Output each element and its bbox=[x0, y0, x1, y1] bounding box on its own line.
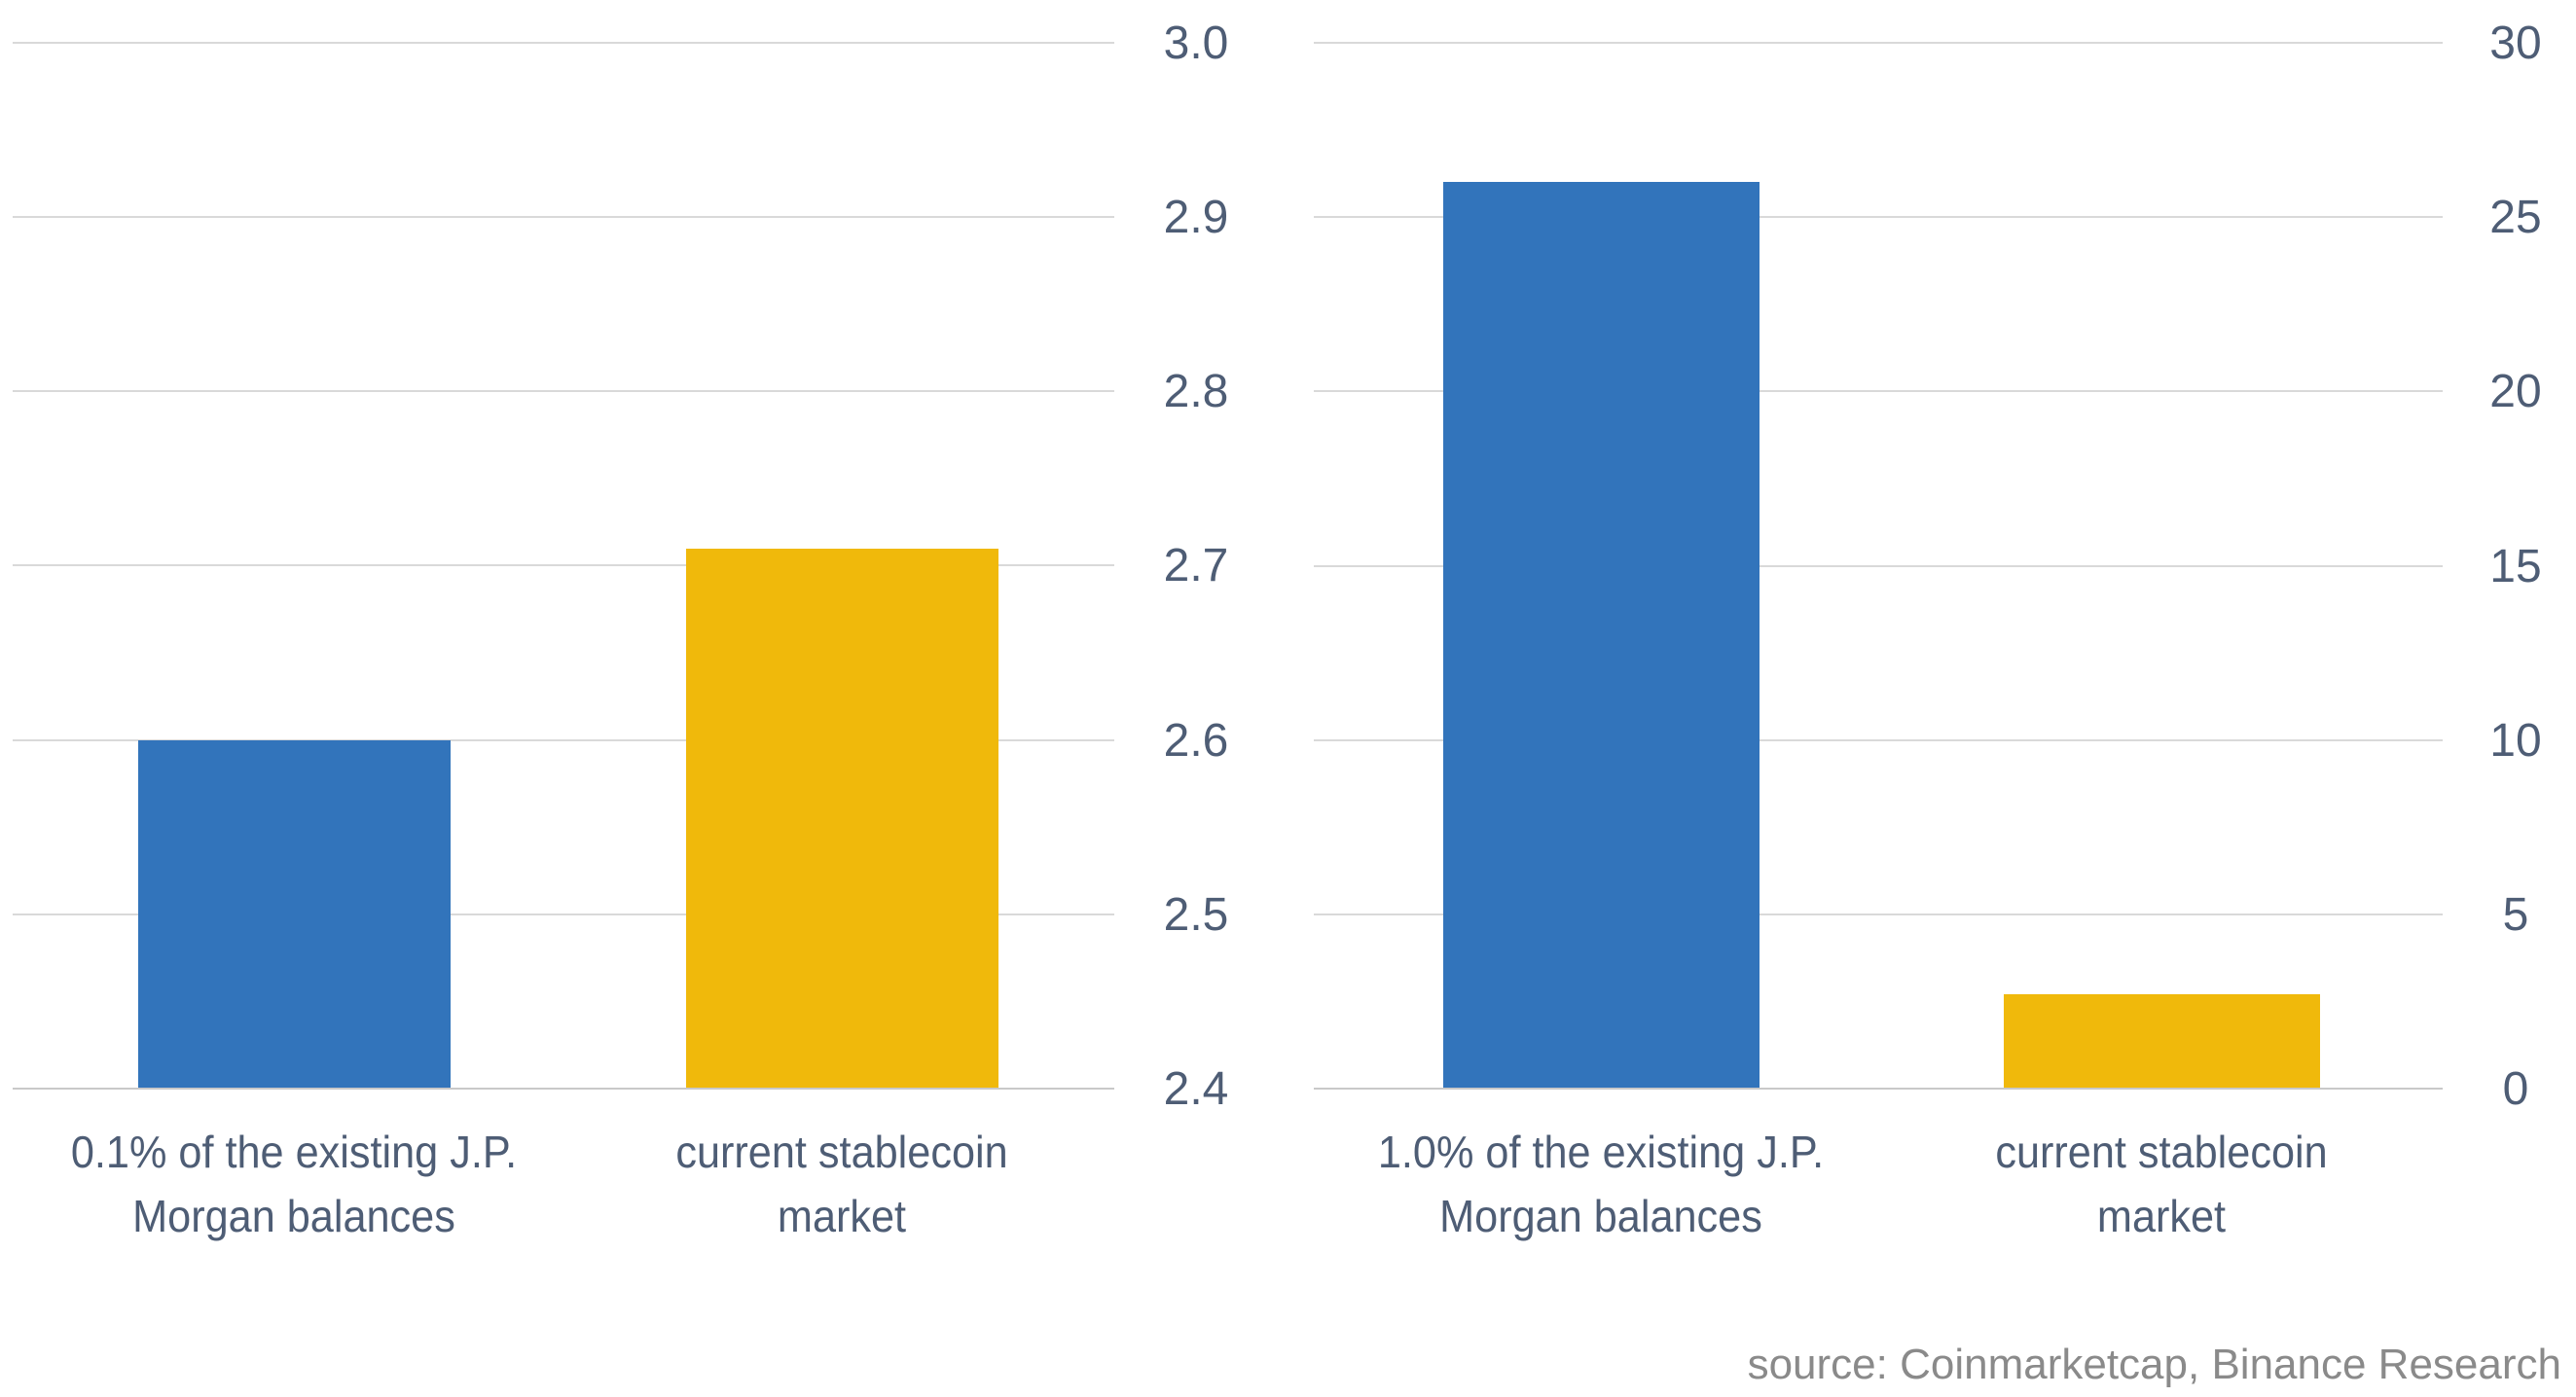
y-tick-label: 10 bbox=[2489, 714, 2542, 767]
y-tick-label: 2.4 bbox=[1163, 1062, 1229, 1115]
gridline bbox=[1314, 216, 2443, 218]
y-tick-label: 15 bbox=[2489, 540, 2542, 592]
bar-yellow-chart2 bbox=[2004, 994, 2320, 1088]
y-tick-label: 30 bbox=[2489, 17, 2542, 69]
gridline bbox=[1314, 739, 2443, 741]
gridline bbox=[1314, 565, 2443, 567]
category-label-line: 1.0% of the existing J.P. bbox=[1377, 1127, 1825, 1177]
category-label-line: Morgan balances bbox=[132, 1191, 455, 1241]
category-label-line: 0.1% of the existing J.P. bbox=[70, 1127, 518, 1177]
gridline bbox=[1314, 390, 2443, 392]
bar-yellow-chart1 bbox=[686, 549, 998, 1088]
y-tick-label: 2.8 bbox=[1163, 365, 1229, 417]
category-label: current stablecoin market bbox=[1841, 1120, 2482, 1248]
gridline bbox=[13, 216, 1114, 218]
gridline bbox=[13, 42, 1114, 44]
y-tick-label: 2.7 bbox=[1163, 539, 1229, 591]
y-tick-label: 2.9 bbox=[1163, 191, 1229, 243]
y-tick-label: 5 bbox=[2502, 888, 2529, 941]
bar-blue-chart1 bbox=[138, 740, 451, 1088]
gridline bbox=[13, 913, 1114, 915]
category-label-line: market bbox=[777, 1191, 907, 1241]
x-axis-line bbox=[13, 1088, 1114, 1090]
y-tick-label: 2.5 bbox=[1163, 888, 1229, 941]
y-tick-label: 0 bbox=[2502, 1062, 2529, 1115]
y-tick-label: 3.0 bbox=[1163, 17, 1229, 69]
bar-blue-chart2 bbox=[1443, 182, 1760, 1088]
category-label-line: market bbox=[2096, 1191, 2227, 1241]
y-tick-label: 2.6 bbox=[1163, 714, 1229, 767]
category-label-line: current stablecoin bbox=[1995, 1127, 2328, 1177]
category-label-line: Morgan balances bbox=[1439, 1191, 1762, 1241]
y-tick-label: 25 bbox=[2489, 191, 2542, 243]
category-label-line: current stablecoin bbox=[675, 1127, 1008, 1177]
y-tick-label: 20 bbox=[2489, 365, 2542, 417]
source-note: source: Coinmarketcap, Binance Research bbox=[1747, 1341, 2561, 1388]
gridline bbox=[1314, 913, 2443, 915]
x-axis-line bbox=[1314, 1088, 2443, 1090]
gridline bbox=[13, 739, 1114, 741]
category-label: 1.0% of the existing J.P. Morgan balances bbox=[1281, 1120, 1921, 1248]
gridline bbox=[13, 564, 1114, 566]
gridline bbox=[13, 390, 1114, 392]
category-label: current stablecoin market bbox=[522, 1120, 1162, 1248]
gridline bbox=[1314, 42, 2443, 44]
category-label: 0.1% of the existing J.P. Morgan balances bbox=[0, 1120, 614, 1248]
